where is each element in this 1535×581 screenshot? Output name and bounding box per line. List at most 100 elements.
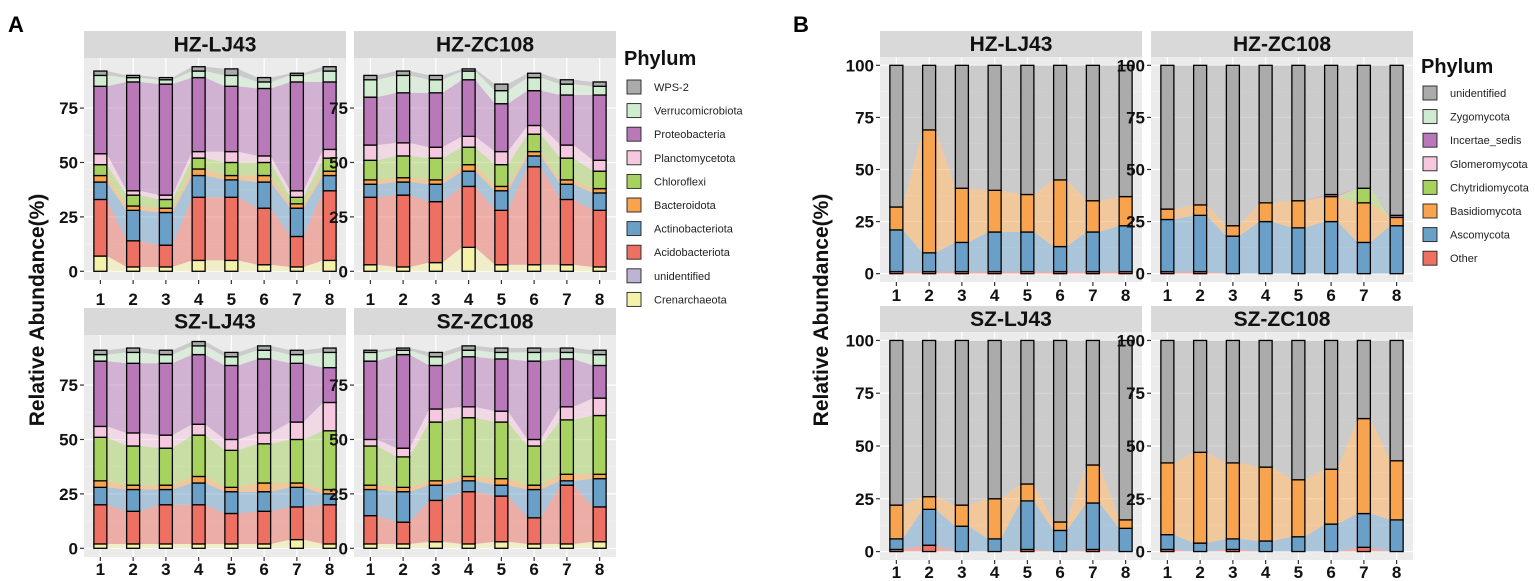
bar-segment-crenarchaeota	[158, 543, 174, 549]
flow-proteobacteria	[172, 354, 193, 436]
flow-actinobacteriota	[475, 171, 495, 211]
flow-proteobacteria	[475, 79, 495, 152]
flow-planctomycetota	[270, 422, 291, 444]
flow-basidiomycota	[1272, 200, 1292, 228]
bar-segment-wps-2	[289, 72, 305, 77]
bar-segment-actinobacteriota	[191, 174, 206, 198]
panel-letter-b: B	[793, 12, 809, 37]
flow-basidiomycota	[902, 129, 923, 253]
bar-segment-chloroflexi	[224, 161, 239, 177]
flow-actinobacteriota	[237, 179, 258, 209]
bar-segment-basidiomycota	[921, 496, 937, 510]
legend-key-chytridiomycota	[1422, 179, 1438, 195]
flow-verrucomicrobiota	[475, 350, 495, 359]
legend-key-incertae-sedis	[1422, 132, 1438, 148]
flow-wps-2	[475, 345, 495, 353]
bar-segment-unidentified	[1052, 64, 1068, 181]
facet-strip	[1151, 306, 1413, 332]
x-tick-label: 4	[1261, 286, 1271, 305]
flow-bacteroidota	[172, 169, 193, 213]
bar-segment-chloroflexi	[461, 146, 476, 166]
flow-crenarchaeota	[303, 539, 324, 549]
bar-segment-bacteroidota	[125, 484, 141, 491]
bar-segment-verrucomicrobiota	[289, 74, 305, 83]
bar-segment-actinobacteriota	[428, 183, 444, 203]
bar-segment-acidobacteriota	[289, 506, 305, 541]
y-axis-label: Relative Abundance(%)	[26, 194, 49, 427]
flow-planctomycetota	[409, 409, 430, 457]
y-tick-label: 75	[1126, 384, 1145, 403]
flow-acidobacteriota	[573, 199, 594, 267]
bar-segment-actinobacteriota	[526, 155, 542, 168]
bar-segment-unidentified	[987, 64, 1002, 191]
flow-proteobacteria	[540, 358, 561, 440]
flow-verrucomicrobiota	[205, 345, 225, 366]
legend-label-other: Other	[1450, 253, 1478, 265]
flow-acidobacteriota	[172, 504, 193, 544]
flow-planctomycetota	[573, 145, 594, 172]
bar-segment-verrucomicrobiota	[363, 79, 378, 98]
x-tick-label: 8	[1392, 563, 1401, 581]
bar-segment-proteobacteria	[494, 358, 509, 412]
flow-unidentified	[1206, 65, 1227, 226]
bar-segment-chloroflexi	[494, 163, 509, 188]
bar-segment-crenarchaeota	[93, 543, 108, 549]
flow-actinobacteriota	[507, 155, 528, 211]
bar-segment-verrucomicrobiota	[158, 79, 174, 85]
bar-segment-unidentified	[1192, 64, 1208, 206]
flow-chloroflexi	[270, 439, 291, 483]
bar-segment-verrucomicrobiota	[428, 356, 444, 367]
flow-acidobacteriota	[172, 197, 193, 267]
bar-segment-proteobacteria	[395, 353, 411, 449]
x-tick-label: 8	[595, 290, 604, 309]
bar-segment-ascomycota	[1258, 220, 1273, 275]
flow-basidiomycota	[968, 498, 989, 539]
bar-segment-crenarchaeota	[224, 259, 239, 272]
bar-segment-actinobacteriota	[224, 179, 239, 198]
bar-segment-planctomycetota	[461, 135, 476, 148]
flow-wps-2	[139, 348, 160, 355]
bar-segment-basidiomycota	[1052, 521, 1068, 532]
flow-verrucomicrobiota	[475, 71, 495, 104]
flow-other	[968, 271, 989, 274]
x-tick-label: 7	[562, 290, 571, 309]
y-tick-label: 50	[59, 153, 78, 172]
flow-proteobacteria	[573, 358, 594, 407]
bar-segment-verrucomicrobiota	[289, 353, 305, 364]
bar-segment-wps-2	[256, 76, 272, 83]
flow-incertae-sedis	[1370, 188, 1391, 218]
bar-segment-bacteroidota	[93, 480, 108, 489]
flow-wps-2	[540, 73, 561, 85]
flow-other	[1033, 271, 1054, 274]
bar-segment-chloroflexi	[289, 438, 305, 484]
flow-unidentified	[902, 340, 923, 506]
bar-segment-unidentified	[889, 64, 904, 208]
flow-verrucomicrobiota	[172, 345, 193, 364]
facet-sz-lj43: SZ-LJ43 0 25 50 75 100 1 2 3 4 5 6 7 8	[846, 306, 1142, 581]
flow-other	[1066, 271, 1087, 274]
y-tick-label: 100	[1117, 56, 1145, 75]
flow-chloroflexi	[106, 164, 127, 206]
bar-segment-wps-2	[395, 70, 411, 77]
bar-segment-basidiomycota	[954, 504, 970, 527]
flow-crenarchaeota	[507, 541, 528, 549]
legend-label-proteobacteria: Proteobacteria	[654, 129, 726, 141]
flow-bacteroidota	[303, 483, 324, 494]
flow-ascomycota	[1370, 513, 1391, 552]
bar-segment-proteobacteria	[93, 85, 108, 155]
bar-segment-verrucomicrobiota	[322, 351, 337, 369]
flow-planctomycetota	[540, 125, 561, 159]
facet-title: HZ-LJ43	[970, 33, 1053, 56]
flow-proteobacteria	[237, 86, 258, 156]
bar-segment-chloroflexi	[256, 443, 272, 484]
flow-chloroflexi	[409, 155, 430, 180]
y-tick-label: 50	[59, 430, 78, 449]
bar-segment-unidentified	[1052, 339, 1068, 523]
facet-hz-lj43: HZ-LJ43 0 25 50 75 1 2 3 4 5 6 7 8	[59, 31, 346, 309]
bar-segment-verrucomicrobiota	[191, 345, 206, 356]
flow-ascomycota	[935, 242, 956, 272]
flow-chloroflexi	[376, 446, 397, 488]
flow-bacteroidota	[139, 485, 160, 490]
x-tick-label: 4	[194, 290, 204, 309]
bar-segment-basidiomycota	[1258, 466, 1273, 542]
